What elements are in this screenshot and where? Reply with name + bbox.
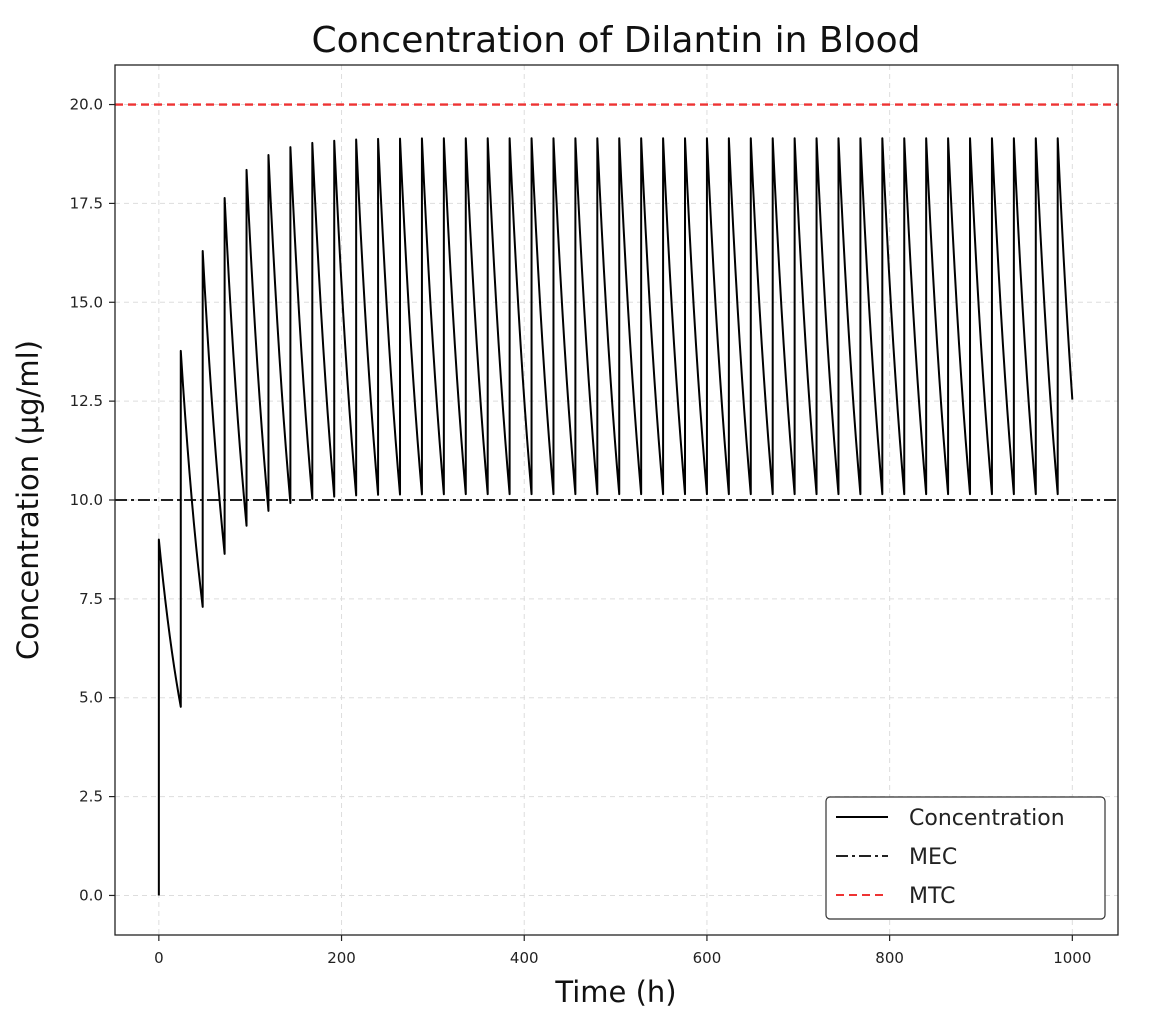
y-tick-label: 12.5 bbox=[70, 392, 103, 410]
legend-label-mec: MEC bbox=[909, 845, 957, 870]
legend-label-mtc: MTC bbox=[909, 884, 956, 909]
x-axis: 0 200 400 600 800 1000 bbox=[154, 935, 1091, 967]
x-axis-label: Time (h) bbox=[554, 975, 676, 1009]
y-tick-label: 0.0 bbox=[79, 886, 103, 904]
legend: Concentration MEC MTC bbox=[825, 796, 1106, 920]
x-tick-label: 200 bbox=[327, 949, 356, 967]
plot-area bbox=[115, 103, 1118, 896]
x-tick-label: 600 bbox=[693, 949, 722, 967]
y-tick-label: 2.5 bbox=[79, 788, 103, 806]
y-tick-label: 15.0 bbox=[70, 293, 103, 311]
x-tick-label: 1000 bbox=[1053, 949, 1091, 967]
y-tick-label: 17.5 bbox=[70, 194, 103, 212]
y-tick-label: 20.0 bbox=[70, 96, 103, 114]
x-tick-label: 400 bbox=[510, 949, 539, 967]
concentration-line bbox=[157, 137, 1074, 896]
legend-label-concentration: Concentration bbox=[909, 806, 1065, 831]
y-tick-label: 5.0 bbox=[79, 689, 103, 707]
y-axis: 0.0 2.5 5.0 7.5 10.0 12.5 15.0 17.5 20.0 bbox=[70, 96, 115, 904]
y-tick-label: 10.0 bbox=[70, 491, 103, 509]
y-tick-label: 7.5 bbox=[79, 590, 103, 608]
y-axis-label: Concentration (µg/ml) bbox=[11, 340, 45, 660]
x-tick-label: 800 bbox=[875, 949, 904, 967]
legend-box bbox=[825, 796, 1106, 920]
chart-title: Concentration of Dilantin in Blood bbox=[311, 20, 920, 61]
x-tick-label: 0 bbox=[154, 949, 164, 967]
